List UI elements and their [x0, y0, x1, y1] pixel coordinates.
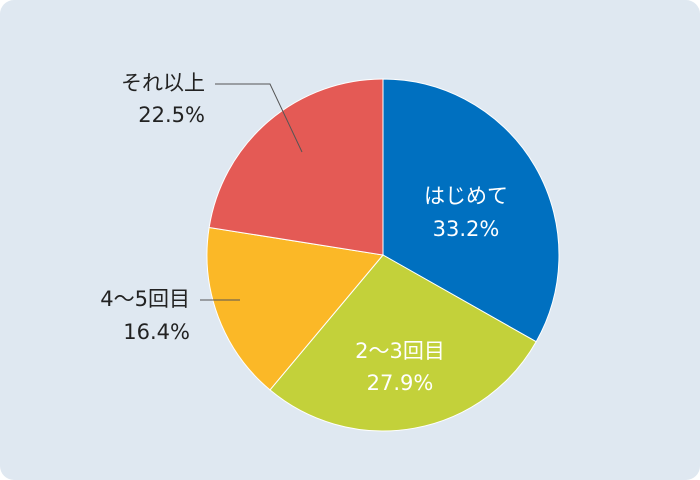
- labels: はじめて 33.2% 2〜3回目 27.9% 4〜5回目 16.4% それ以上 22.5%: [100, 71, 508, 395]
- pie: [206, 78, 560, 432]
- slice-label: はじめて: [424, 184, 508, 208]
- value-label: 16.4%: [123, 320, 190, 344]
- value-label: 33.2%: [433, 217, 500, 241]
- slice-label: 4〜5回目: [100, 287, 190, 311]
- slice-label: それ以上: [121, 71, 205, 95]
- slice: [382, 78, 560, 343]
- slice-label: 2〜3回目: [355, 339, 445, 363]
- slice: [206, 226, 384, 391]
- value-label: 22.5%: [138, 103, 205, 127]
- slice: [269, 254, 537, 432]
- slice: [208, 78, 384, 256]
- leader-line: [215, 83, 303, 153]
- value-label: 27.9%: [367, 371, 434, 395]
